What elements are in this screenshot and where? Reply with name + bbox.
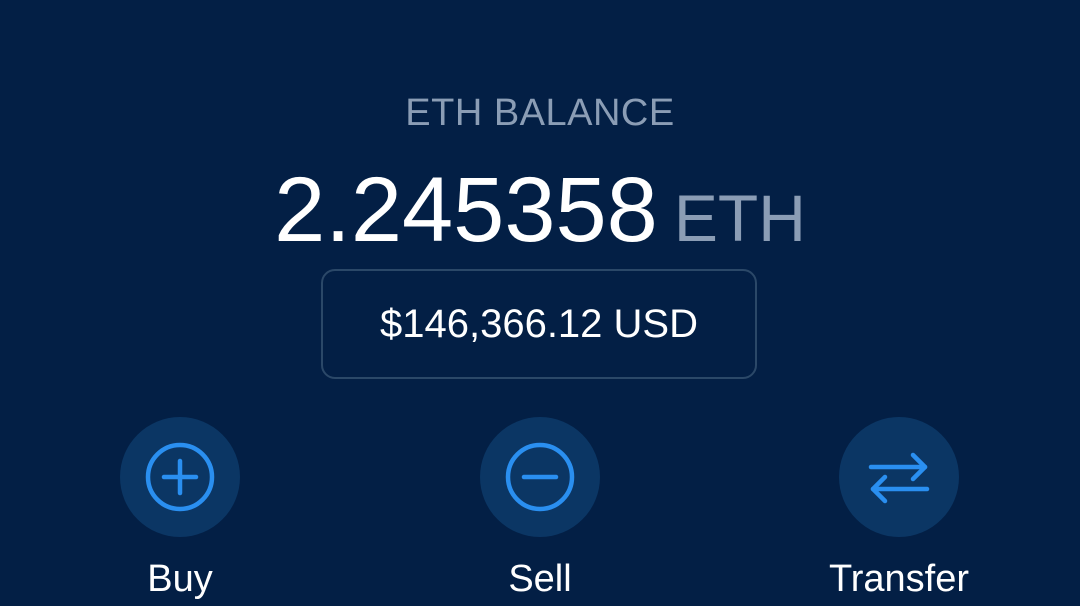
sell-button-circle[interactable] — [480, 417, 600, 537]
buy-button[interactable]: Buy — [60, 417, 300, 603]
sell-label: Sell — [508, 558, 572, 600]
transfer-button[interactable]: Transfer — [779, 417, 1019, 603]
transfer-button-circle[interactable] — [839, 417, 959, 537]
swap-arrows-icon — [868, 452, 930, 504]
minus-circle-icon — [505, 442, 575, 512]
balance-unit: ETH — [673, 181, 806, 255]
sell-button[interactable]: Sell — [420, 417, 660, 603]
balance-label: ETH BALANCE — [405, 92, 675, 134]
balance-amount: 2.245358 — [274, 159, 658, 261]
plus-circle-icon — [145, 442, 215, 512]
fiat-value-box: $146,366.12 USD — [321, 269, 757, 379]
buy-button-circle[interactable] — [120, 417, 240, 537]
buy-label: Buy — [147, 558, 213, 600]
balance-display: 2.245358 ETH — [0, 160, 1080, 287]
transfer-label: Transfer — [828, 558, 970, 600]
